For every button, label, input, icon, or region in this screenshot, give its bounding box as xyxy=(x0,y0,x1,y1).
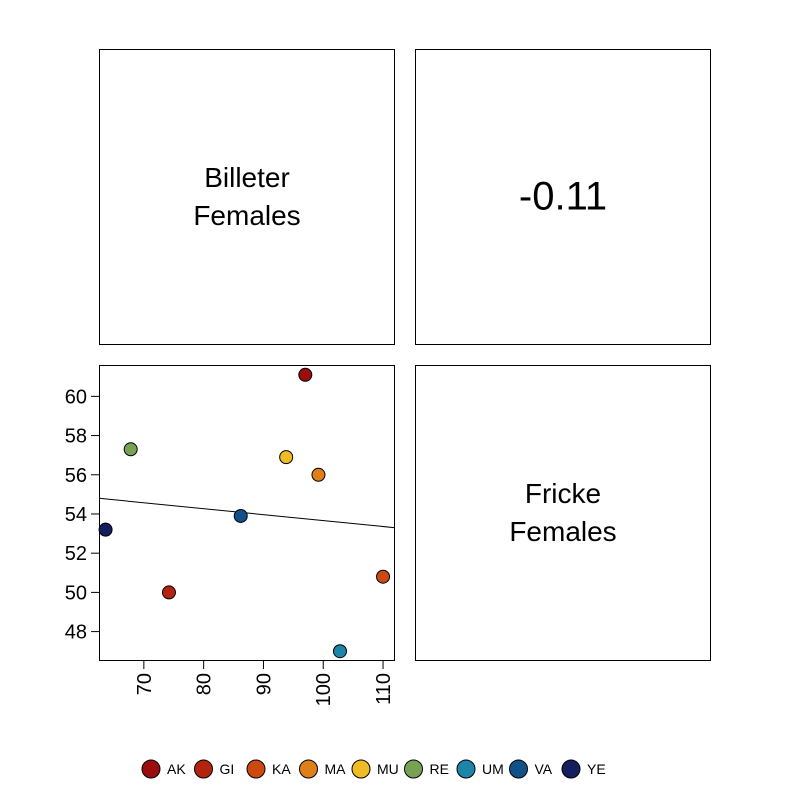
legend-label-ye: YE xyxy=(587,761,606,777)
diagonal-label-billeter: Billeter Females xyxy=(100,159,394,235)
legend-label-um: UM xyxy=(482,761,504,777)
legend-label-ka: KA xyxy=(272,761,291,777)
legend-label-ak: AK xyxy=(167,761,186,777)
legend-label-gi: GI xyxy=(220,761,235,777)
correlation-value: -0.11 xyxy=(518,174,608,219)
legend-marker-ka xyxy=(246,759,266,779)
legend-label-va: VA xyxy=(535,761,553,777)
y-tick-label: 58 xyxy=(65,426,87,448)
legend-marker-ye xyxy=(561,759,581,779)
legend: AK GI KA MA MU RE UM VA YE xyxy=(141,759,606,779)
x-tick-label: 110 xyxy=(373,673,395,705)
scatter-point-mu xyxy=(279,450,294,465)
scatter-point-um xyxy=(332,644,347,659)
diagonal-panel-billeter: Billeter Females xyxy=(99,49,395,345)
x-tick-label: 80 xyxy=(194,673,216,695)
diagonal-label-line2: Females xyxy=(193,200,301,231)
diagonal-label-line2: Females xyxy=(509,516,617,547)
y-tick-label: 54 xyxy=(65,504,87,526)
diagonal-label-fricke: Fricke Females xyxy=(416,475,710,551)
legend-marker-gi xyxy=(194,759,213,779)
legend-marker-re xyxy=(404,759,423,779)
scatter-plot: 48 50 52 54 56 58 60 70 80 90 100 110 xyxy=(65,365,395,706)
legend-marker-va xyxy=(509,759,528,779)
correlation-panel: -0.11 xyxy=(415,49,711,345)
y-tick-label: 52 xyxy=(65,543,87,565)
legend-label-re: RE xyxy=(430,761,449,777)
diagonal-label-line1: Fricke xyxy=(524,478,602,509)
y-tick-label: 60 xyxy=(65,386,87,408)
legend-label-mu: MU xyxy=(377,761,399,777)
legend-marker-ma xyxy=(299,759,318,779)
y-tick-label: 56 xyxy=(65,465,87,487)
diagonal-panel-fricke: Fricke Females xyxy=(415,365,711,661)
y-tick-label: 50 xyxy=(65,582,87,604)
scatter-point-ma xyxy=(311,467,326,482)
y-tick-label: 48 xyxy=(65,622,87,644)
x-tick-label: 90 xyxy=(253,673,275,695)
scatter-point-gi xyxy=(161,585,176,600)
scatter-point-ak xyxy=(298,367,313,382)
legend-marker-um xyxy=(456,759,476,779)
diagonal-label-line1: Billeter xyxy=(204,162,290,193)
scatter-point-ka xyxy=(376,569,391,584)
x-tick-label: 70 xyxy=(134,673,156,695)
x-tick-label: 100 xyxy=(313,673,335,706)
scatter-point-ye xyxy=(98,522,113,537)
scatter-point-va xyxy=(233,508,248,523)
legend-marker-mu xyxy=(351,759,371,779)
legend-label-ma: MA xyxy=(325,761,347,777)
scatter-point-re xyxy=(123,442,138,457)
legend-marker-ak xyxy=(141,759,161,779)
